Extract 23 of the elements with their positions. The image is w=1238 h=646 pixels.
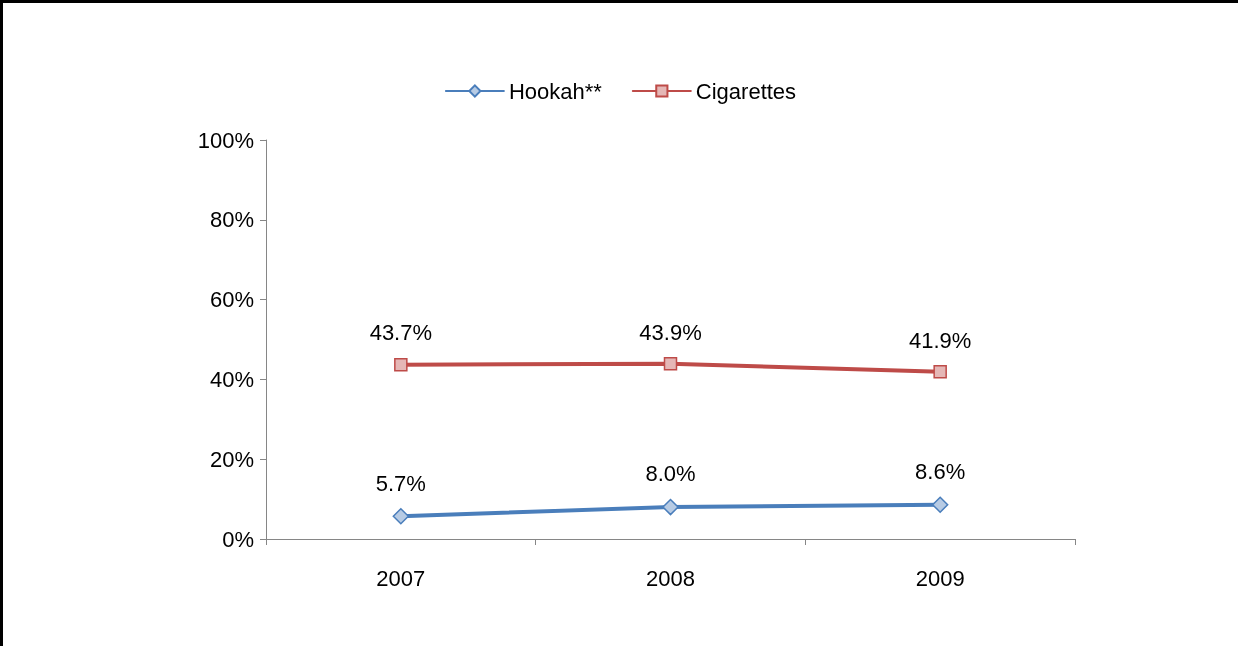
- x-tick-label: 2007: [376, 565, 426, 591]
- x-tick-label: 2008: [646, 565, 695, 591]
- point: [662, 498, 679, 516]
- legend-label: Cigarettes: [695, 78, 797, 104]
- point: [394, 357, 408, 372]
- data-label: 41.9%: [908, 327, 972, 353]
- data-label: 5.7%: [375, 470, 426, 496]
- y-tick-label: 100%: [197, 127, 254, 153]
- data-label: 43.7%: [369, 320, 433, 346]
- y-tick-label: 80%: [209, 207, 254, 233]
- data-label: 8.6%: [915, 458, 966, 484]
- y-tick-label: 40%: [209, 366, 254, 392]
- data-label: 43.9%: [639, 319, 702, 345]
- point: [931, 496, 949, 513]
- y-tick-label: 60%: [209, 287, 254, 313]
- y-tick-label: 20%: [209, 446, 254, 472]
- data-label: 8.0%: [645, 461, 696, 487]
- point: [392, 508, 410, 525]
- legend-label: Hookah**: [508, 78, 603, 104]
- x-tick-label: 2009: [915, 565, 965, 591]
- point: [663, 357, 678, 371]
- point: [933, 365, 947, 379]
- y-tick-label: 0%: [222, 526, 254, 552]
